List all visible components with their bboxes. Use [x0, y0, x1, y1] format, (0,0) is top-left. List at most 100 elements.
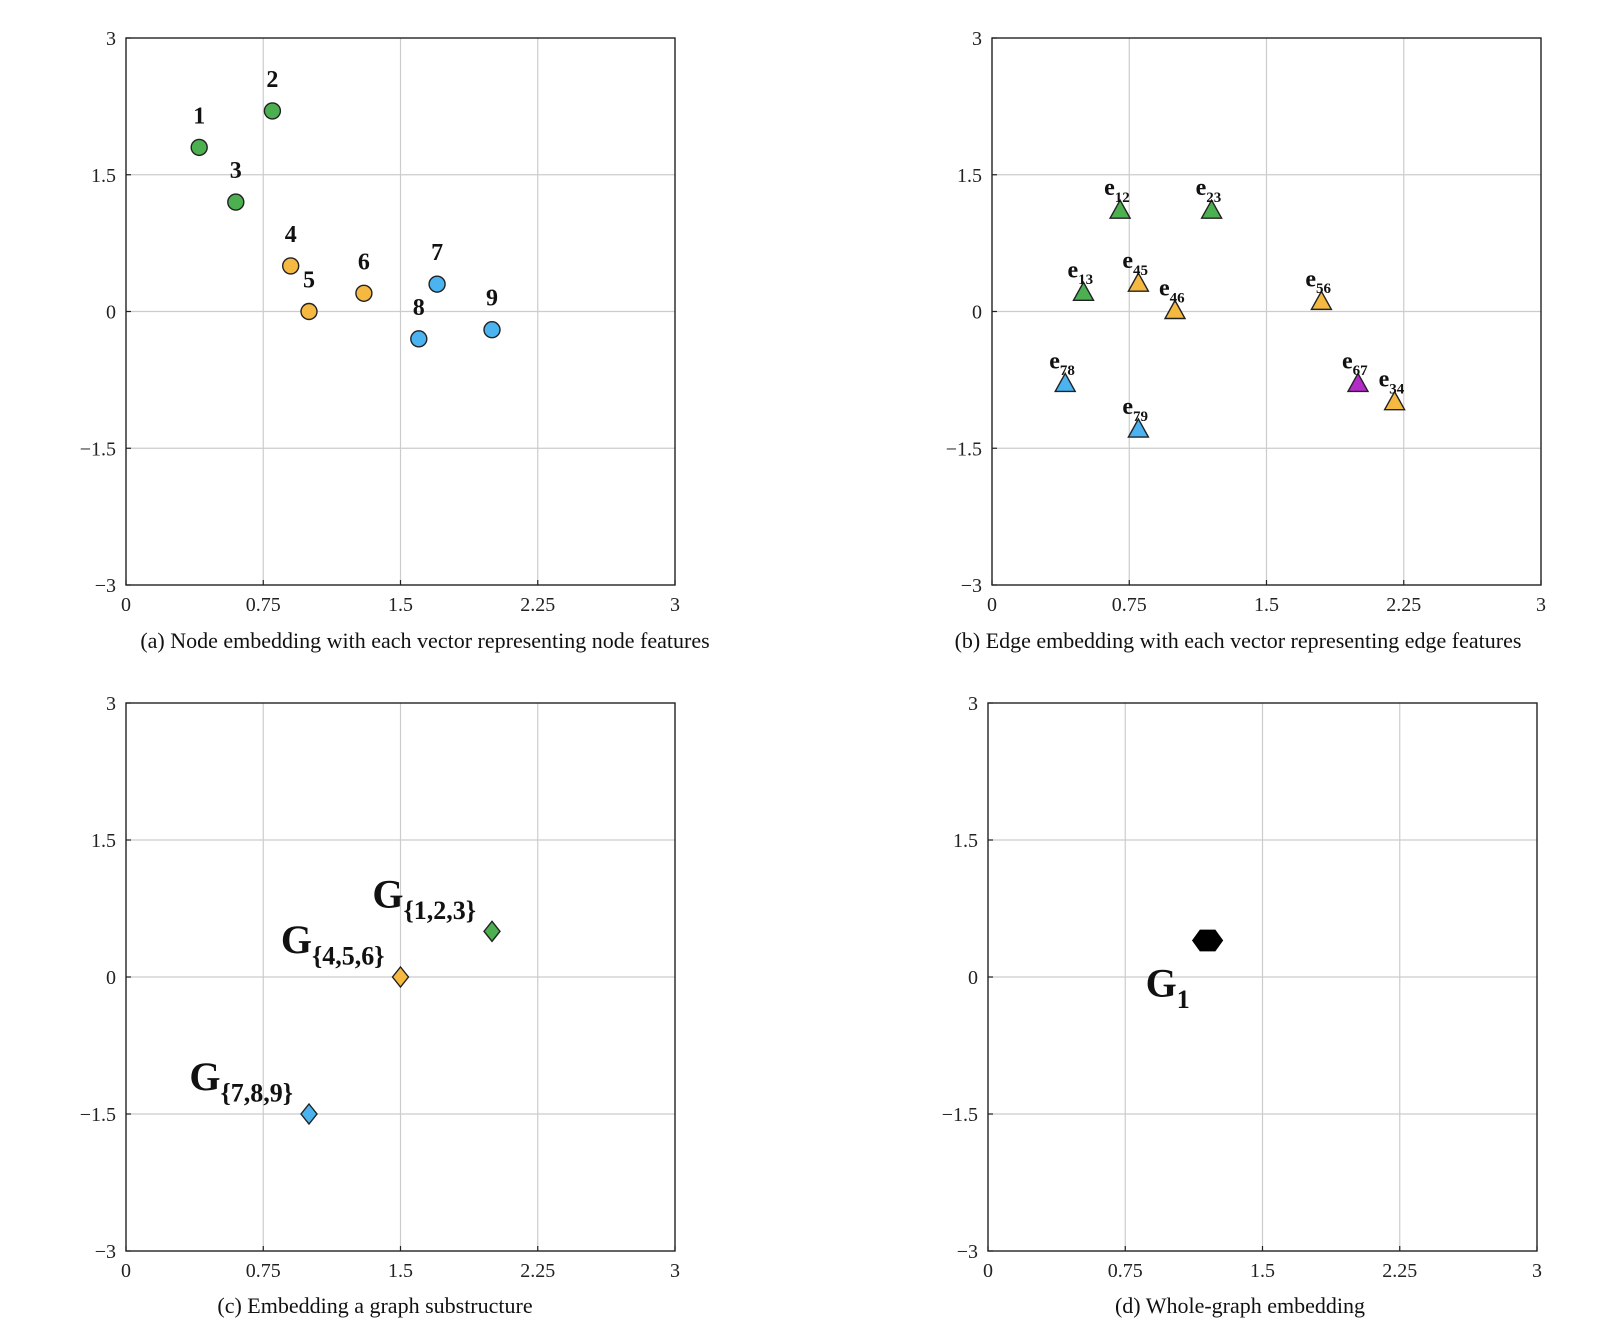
point-e45-label: e45	[1122, 248, 1148, 279]
label-main: G	[281, 917, 312, 962]
label-main: G	[1146, 960, 1177, 1005]
label-main: e	[1049, 348, 1060, 374]
label-subscript: {4,5,6}	[312, 942, 385, 971]
point-8-marker	[410, 330, 428, 348]
point-e23-marker	[1200, 198, 1223, 219]
x-tick-label: 1.5	[1254, 594, 1279, 616]
point-2-label: 2	[266, 67, 278, 93]
point-7-marker	[428, 275, 446, 293]
x-tick-label: 0	[121, 594, 131, 616]
y-tick-label: 3	[972, 28, 982, 50]
y-tick-label: 3	[968, 693, 978, 715]
point-g4-5-6-label: G{4,5,6}	[281, 917, 385, 971]
x-tick-label: 2.25	[1386, 594, 1421, 616]
point-e13-label: e13	[1068, 257, 1094, 288]
point-g1-2-3-marker	[483, 920, 501, 943]
x-tick-label: 2.25	[1382, 1260, 1417, 1282]
y-tick-label: −1.5	[946, 438, 982, 460]
y-tick-label: 0	[106, 302, 116, 324]
x-tick-label: 3	[670, 594, 680, 616]
chart-caption: (b) Edge embedding with each vector repr…	[955, 628, 1522, 653]
label-main: e	[1379, 367, 1390, 393]
x-tick-label: 0.75	[1112, 594, 1147, 616]
label-main: G	[189, 1054, 220, 1099]
point-7-label: 7	[431, 240, 443, 266]
point-e12-label: e12	[1104, 175, 1130, 206]
y-tick-label: 1.5	[91, 165, 116, 187]
y-tick-label: −3	[95, 1241, 116, 1263]
label-main: e	[1305, 266, 1316, 292]
point-g7-8-9-label: G{7,8,9}	[189, 1054, 293, 1108]
label-main: e	[1196, 175, 1207, 201]
x-tick-label: 0.75	[246, 594, 281, 616]
point-3-label: 3	[230, 158, 242, 184]
label-subscript: 34	[1389, 381, 1405, 397]
point-1-label: 1	[193, 103, 205, 129]
label-subscript: 23	[1206, 190, 1221, 206]
point-e67-label: e67	[1342, 348, 1368, 379]
point-e12-marker	[1108, 198, 1132, 219]
x-tick-label: 0.75	[246, 1260, 281, 1282]
y-tick-label: −3	[95, 575, 116, 597]
y-tick-label: −3	[957, 1241, 978, 1263]
point-2-marker	[263, 102, 282, 120]
y-tick-label: 0	[106, 967, 116, 989]
point-e46-label: e46	[1159, 276, 1185, 307]
x-tick-label: 0.75	[1108, 1260, 1143, 1282]
label-subscript: 12	[1115, 190, 1130, 206]
point-e46-marker	[1163, 299, 1187, 320]
point-e79-marker	[1127, 417, 1150, 438]
x-tick-label: 1.5	[388, 594, 413, 616]
x-tick-label: 3	[1532, 1260, 1542, 1282]
point-e56-marker	[1310, 289, 1333, 311]
label-main: 7	[431, 240, 443, 266]
label-main: e	[1104, 175, 1115, 201]
label-main: e	[1342, 348, 1353, 374]
y-tick-label: 1.5	[957, 165, 982, 187]
label-main: 6	[358, 249, 370, 275]
chart-panel-2: 0 0.75 1.5 2.25 3 −3 −1.5 0 1.5 3 (b) Edge embeddi…	[946, 28, 1546, 653]
point-e78-marker	[1054, 371, 1077, 393]
label-main: 2	[266, 67, 278, 93]
x-tick-label: 1.5	[1250, 1260, 1275, 1282]
label-main: e	[1122, 248, 1133, 274]
label-subscript: 79	[1133, 409, 1148, 425]
label-main: e	[1122, 394, 1133, 420]
point-e45-marker	[1127, 271, 1150, 292]
point-1-marker	[190, 138, 208, 157]
label-main: 5	[303, 268, 315, 294]
point-6-label: 6	[358, 249, 370, 275]
point-8-label: 8	[413, 295, 425, 321]
point-9-marker	[483, 321, 501, 339]
point-g1-label: G1	[1146, 960, 1190, 1014]
label-main: e	[1068, 257, 1079, 283]
y-tick-label: 0	[968, 967, 978, 989]
point-g1-2-3-label: G{1,2,3}	[372, 871, 476, 925]
y-tick-label: 1.5	[91, 830, 116, 852]
x-tick-label: 0	[983, 1260, 993, 1282]
x-tick-label: 1.5	[388, 1260, 413, 1282]
label-main: 8	[413, 295, 425, 321]
chart-panel-1: 0 0.75 1.5 2.25 3 −3 −1.5 0 1.5 3 (a) Node embeddi…	[80, 28, 710, 653]
point-g7-8-9-marker	[300, 1102, 318, 1126]
chart-caption: (d) Whole-graph embedding	[1115, 1293, 1365, 1318]
point-5-label: 5	[303, 268, 315, 294]
label-subscript: 46	[1170, 290, 1186, 306]
point-4-marker	[282, 257, 300, 275]
x-tick-label: 3	[670, 1260, 680, 1282]
y-tick-label: 3	[106, 693, 116, 715]
x-tick-label: 2.25	[520, 594, 555, 616]
point-5-marker	[300, 302, 318, 321]
y-tick-label: −1.5	[80, 1104, 116, 1126]
y-tick-label: 3	[106, 28, 116, 50]
point-6-marker	[355, 284, 373, 302]
point-9-label: 9	[486, 286, 498, 312]
label-subscript: 1	[1177, 985, 1190, 1014]
point-e23-label: e23	[1196, 175, 1222, 206]
point-e56-label: e56	[1305, 266, 1331, 297]
label-subscript: 78	[1060, 363, 1075, 379]
label-subscript: 13	[1078, 272, 1093, 288]
label-main: 4	[285, 222, 297, 248]
label-subscript: 56	[1316, 281, 1332, 297]
chart-panel-4: 0 0.75 1.5 2.25 3 −3 −1.5 0 1.5 3 (d) Whole-graph …	[942, 693, 1542, 1318]
